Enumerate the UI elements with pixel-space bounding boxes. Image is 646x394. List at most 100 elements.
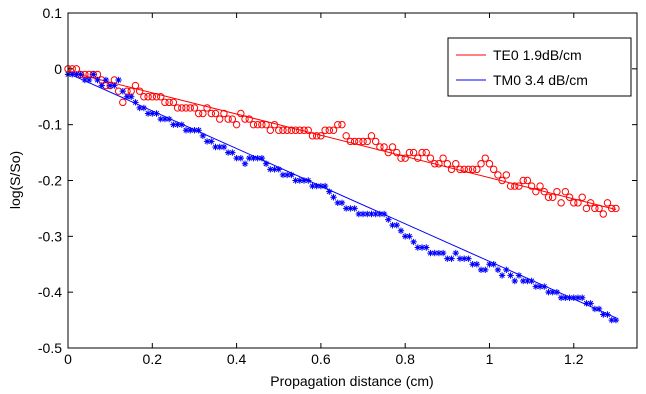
data-point <box>460 255 468 262</box>
data-point <box>586 199 595 207</box>
y-tick-label: 0 <box>54 61 62 77</box>
x-tick-label: 0.6 <box>311 351 331 367</box>
data-point <box>211 109 220 118</box>
data-point <box>153 110 160 117</box>
series-layer <box>64 65 620 324</box>
data-point <box>136 104 143 112</box>
data-point <box>317 182 325 190</box>
data-point <box>579 294 586 301</box>
data-point <box>574 294 582 301</box>
data-point <box>288 171 295 179</box>
data-point <box>144 93 152 101</box>
data-point <box>309 182 316 190</box>
data-point <box>326 188 333 195</box>
data-point <box>98 82 105 89</box>
data-point <box>208 138 215 145</box>
data-point <box>544 193 553 201</box>
data-point <box>312 132 321 140</box>
tick-layer: 0 0.2 0.4 0.6 0.8 1 1.2 0.1 0 -0.1 -0.2 -0.3 -0.4 -0.… <box>38 5 637 367</box>
data-point <box>532 283 540 290</box>
data-point <box>376 210 384 218</box>
data-point <box>540 187 548 196</box>
data-point <box>119 87 126 95</box>
data-point <box>194 109 203 118</box>
data-point <box>527 182 536 190</box>
data-point <box>401 154 409 162</box>
data-point <box>132 99 139 106</box>
data-point <box>562 294 569 301</box>
data-point <box>148 93 156 101</box>
data-point <box>90 71 97 78</box>
data-point <box>351 205 358 212</box>
y-axis-label: log(S/So) <box>7 151 23 209</box>
data-point <box>523 176 532 185</box>
data-point <box>258 154 266 162</box>
data-point <box>439 249 447 257</box>
data-point <box>511 182 519 190</box>
data-point <box>347 205 354 212</box>
data-point <box>591 305 599 313</box>
data-point <box>431 249 438 257</box>
data-point <box>342 205 350 212</box>
data-point <box>330 194 337 201</box>
series-tm0 <box>64 71 620 324</box>
data-point <box>287 126 296 134</box>
x-tick-label: 0 <box>64 351 72 367</box>
data-point <box>468 165 477 174</box>
data-point <box>410 238 417 246</box>
y-tick-label: -0.5 <box>38 340 62 356</box>
data-point <box>355 137 363 146</box>
data-point <box>304 126 312 134</box>
data-point <box>498 176 506 185</box>
data-point <box>199 132 207 140</box>
data-point <box>372 210 379 218</box>
y-tick-label: -0.4 <box>38 284 62 300</box>
data-point <box>583 300 590 307</box>
data-point <box>174 121 181 128</box>
data-point <box>368 210 375 218</box>
data-point <box>334 199 341 207</box>
data-point <box>553 288 561 296</box>
data-point <box>456 255 464 262</box>
data-point <box>557 199 565 207</box>
data-point <box>325 126 334 134</box>
data-point <box>69 71 76 78</box>
data-point <box>229 149 236 156</box>
data-point <box>291 126 300 134</box>
data-point <box>220 109 228 118</box>
data-point <box>292 177 299 184</box>
x-tick-label: 0.2 <box>143 351 163 367</box>
data-point <box>570 199 578 207</box>
data-point <box>385 216 392 223</box>
data-point <box>262 120 270 129</box>
data-point <box>254 154 261 162</box>
data-point <box>102 76 110 84</box>
data-point <box>507 272 514 279</box>
data-point <box>233 154 240 162</box>
data-point <box>170 121 177 128</box>
data-point <box>123 93 131 100</box>
data-point <box>582 204 591 213</box>
y-tick-label: -0.1 <box>38 117 62 133</box>
data-point <box>187 127 194 134</box>
data-point <box>477 160 485 168</box>
data-point <box>519 176 527 185</box>
data-point <box>313 182 320 190</box>
data-point <box>216 115 224 123</box>
data-point <box>536 182 544 190</box>
data-point <box>115 76 122 84</box>
data-point <box>363 137 371 146</box>
data-point <box>456 165 464 174</box>
data-point <box>414 244 422 251</box>
data-point <box>338 199 346 207</box>
data-point <box>482 266 489 274</box>
legend-label-te0: TE0 1.9dB/cm <box>493 47 582 63</box>
data-point <box>603 199 612 207</box>
data-point <box>317 132 325 140</box>
data-point <box>443 160 452 168</box>
data-point <box>359 137 367 146</box>
data-point <box>427 249 434 257</box>
data-point <box>367 132 376 140</box>
data-point <box>165 115 173 123</box>
data-point <box>494 266 502 274</box>
